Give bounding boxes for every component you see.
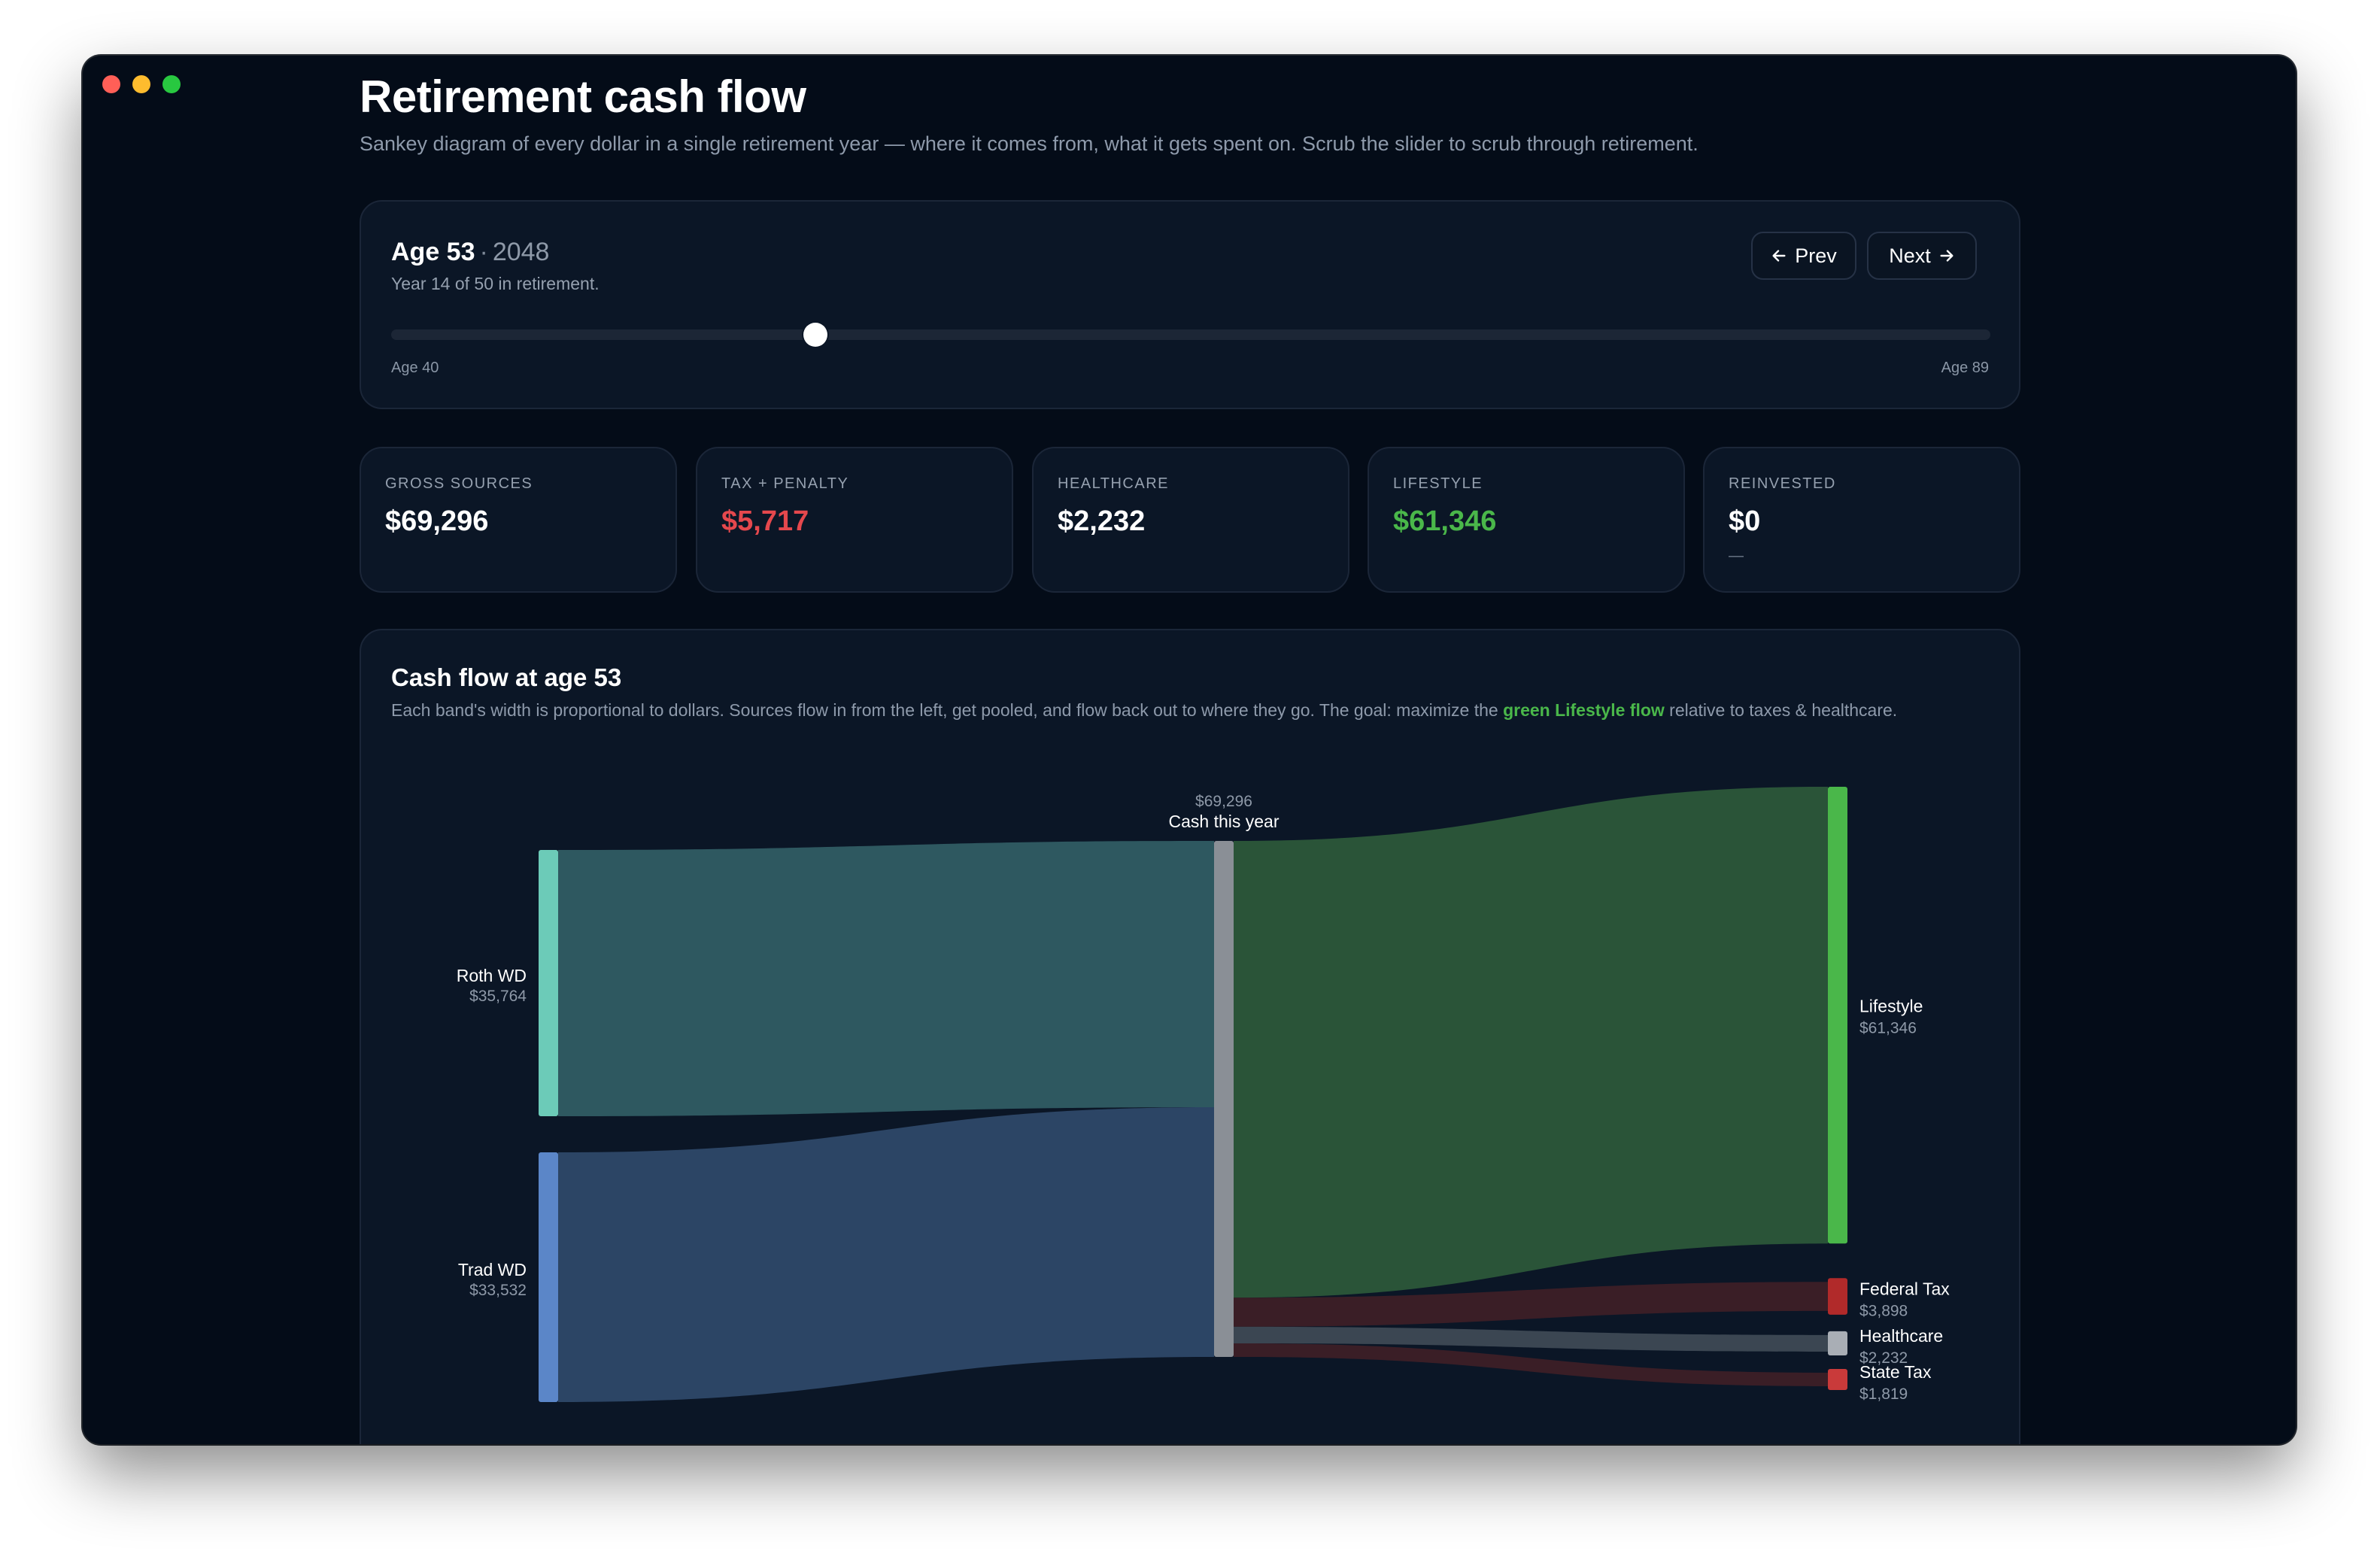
stat-label: GROSS SOURCES [385,475,533,492]
sankey-value-roth-wd: $35,764 [469,988,527,1005]
app-window: Retirement cash flow Sankey diagram of e… [83,56,2296,1444]
stat-value: $0 [1729,505,1761,537]
age-scrubber-card: Age 53 · 2048 Year 14 of 50 in retirement.… [360,200,2020,409]
sankey-value-state-tax: $1,819 [1859,1386,1908,1403]
stat-label: HEALTHCARE [1058,475,1169,492]
stat-note: — [1729,548,1744,564]
sankey-label-trad-wd: Trad WD [458,1260,527,1279]
stat-card-reinvested: REINVESTED $0 — [1703,447,2020,593]
sankey-value-pool: $69,296 [1195,793,1252,810]
arrow-left-icon [1772,250,1786,262]
prev-button-label: Prev [1795,244,1837,267]
cash-flow-card: Cash flow at age 53 Each band's width is… [360,629,2020,1444]
sankey-node-pool [1214,841,1234,1357]
age-slider[interactable] [391,323,1990,347]
sankey-band-roth-wd [558,841,1214,1117]
stat-card-tax-penalty: TAX + PENALTY $5,717 [696,447,1013,593]
sankey-band-state-tax [1234,1343,1828,1386]
slider-max-label: Age 89 [1941,360,1989,376]
sankey-label-federal-tax: Federal Tax [1859,1279,1950,1299]
retirement-year-caption: Year 14 of 50 in retirement. [391,274,600,293]
stat-card-lifestyle: LIFESTYLE $61,346 [1368,447,1685,593]
stat-value: $2,232 [1058,505,1146,537]
sankey-value-healthcare: $2,232 [1859,1349,1908,1367]
stat-label: LIFESTYLE [1393,475,1483,492]
sankey-label-lifestyle: Lifestyle [1859,997,1923,1016]
sankey-label-roth-wd: Roth WD [457,966,527,985]
current-age-heading: Age 53 · 2048 [391,238,549,267]
stat-card-gross-sources: GROSS SOURCES $69,296 [360,447,677,593]
sankey-node-lifestyle [1828,787,1847,1244]
slider-min-label: Age 40 [391,360,439,376]
page-title: Retirement cash flow [360,71,806,122]
sankey-label-state-tax: State Tax [1859,1362,1932,1382]
stat-value: $61,346 [1393,505,1497,537]
minimize-window-button[interactable] [132,75,150,93]
stat-value: $5,717 [721,505,809,537]
sankey-label-healthcare: Healthcare [1859,1326,1943,1346]
age-separator: · [479,238,488,266]
sankey-value-federal-tax: $3,898 [1859,1303,1908,1320]
desc-text: Each band's width is proportional to dol… [391,700,1504,720]
stat-value: $69,296 [385,505,489,537]
sankey-label-pool: Cash this year [1168,812,1279,831]
sankey-value-trad-wd: $33,532 [469,1282,527,1299]
desc-text-end: relative to taxes & healthcare. [1664,700,1898,720]
maximize-window-button[interactable] [162,75,181,93]
page-subtitle: Sankey diagram of every dollar in a sing… [360,132,1698,155]
stat-label: TAX + PENALTY [721,475,849,492]
sankey-node-roth-wd [539,850,558,1117]
sankey-band-federal-tax [1234,1282,1828,1327]
sankey-node-federal-tax [1828,1278,1847,1315]
cash-flow-title: Cash flow at age 53 [391,663,622,691]
prev-button[interactable]: Prev [1751,232,1856,280]
lifestyle-highlight: green Lifestyle flow [1503,700,1665,720]
cash-flow-description: Each band's width is proportional to dol… [391,698,1941,722]
current-year: 2048 [492,238,550,266]
next-button-label: Next [1889,244,1931,267]
sankey-band-healthcare [1234,1326,1828,1352]
sankey-band-trad-wd [558,1107,1214,1402]
close-window-button[interactable] [102,75,120,93]
stat-label: REINVESTED [1729,475,1836,492]
arrow-right-icon [1940,250,1953,262]
sankey-value-lifestyle: $61,346 [1859,1020,1917,1037]
next-button[interactable]: Next [1867,232,1977,280]
window-controls [102,75,181,93]
sankey-node-healthcare [1828,1331,1847,1355]
stat-card-healthcare: HEALTHCARE $2,232 [1032,447,1349,593]
current-age: Age 53 [391,238,475,266]
age-slider-thumb[interactable] [803,323,828,347]
sankey-node-state-tax [1828,1368,1847,1390]
sankey-chart: Roth WD $35,764 Trad WD $33,532 Lifestyle $61… [457,787,1950,1403]
sankey-node-trad-wd [539,1152,558,1402]
sankey-band-lifestyle [1234,787,1828,1298]
